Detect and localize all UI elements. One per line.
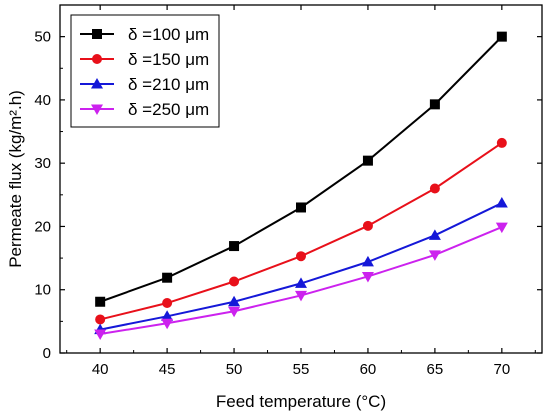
data-point: [496, 31, 507, 42]
data-point: [229, 276, 240, 287]
x-tick-label: 40: [92, 361, 109, 378]
data-point: [362, 220, 373, 231]
data-point: [229, 241, 240, 252]
data-point: [94, 329, 107, 341]
data-point: [429, 99, 440, 110]
data-point: [429, 183, 440, 194]
data-point: [161, 318, 174, 330]
legend: δ =100 μm δ =150 μm δ =210 μm δ =250 μm: [70, 14, 220, 128]
data-point: [162, 298, 173, 309]
y-tick-label: 10: [34, 282, 51, 299]
legend-entry: δ =250 μm: [80, 100, 209, 119]
y-tick-label: 50: [34, 29, 51, 46]
axis-ticks: 40 45 50 55 60 65 70 0 10 20 30 40 50: [34, 4, 542, 378]
x-tick-label: 60: [360, 361, 377, 378]
series-4: [94, 222, 508, 341]
x-tick-label: 55: [293, 361, 310, 378]
series-3: [94, 197, 508, 335]
y-tick-label: 20: [34, 218, 51, 235]
series-line: [99, 202, 503, 331]
data-point: [428, 229, 441, 240]
data-point: [296, 202, 306, 213]
legend-label: δ =100 μm: [128, 25, 209, 44]
legend-label: δ =250 μm: [128, 100, 209, 119]
legend-marker: [91, 104, 103, 115]
y-tick-label: 30: [34, 155, 51, 172]
legend-label: δ =210 μm: [128, 75, 209, 94]
y-axis-title: Permeate flux (kg/m².h): [6, 90, 25, 268]
series-layer: [94, 31, 508, 341]
series-2: [95, 137, 507, 325]
x-tick-label: 45: [159, 361, 176, 378]
legend-marker: [92, 54, 102, 64]
data-point: [428, 250, 441, 261]
x-tick-label: 70: [493, 361, 510, 378]
data-point: [296, 251, 306, 262]
data-point: [228, 306, 241, 318]
data-point: [361, 271, 374, 283]
y-tick-label: 0: [43, 345, 51, 362]
data-point: [362, 155, 373, 166]
data-point: [361, 255, 374, 267]
data-point: [295, 290, 307, 302]
data-point: [228, 295, 241, 307]
series-1: [95, 31, 507, 307]
legend-entry: δ =210 μm: [80, 75, 209, 94]
x-axis-title: Feed temperature (°C): [216, 392, 386, 411]
data-point: [95, 296, 106, 307]
legend-marker: [91, 78, 103, 89]
legend-label: δ =150 μm: [128, 50, 209, 69]
x-tick-label: 65: [427, 361, 444, 378]
legend-marker: [92, 29, 102, 39]
y-tick-label: 40: [34, 92, 51, 109]
data-point: [495, 222, 508, 234]
data-point: [495, 197, 508, 208]
x-tick-label: 50: [226, 361, 243, 378]
data-point: [161, 310, 174, 321]
legend-entry: δ =100 μm: [80, 25, 209, 44]
data-point: [295, 277, 307, 288]
data-point: [162, 272, 173, 283]
data-point: [496, 137, 507, 148]
data-point: [95, 314, 106, 325]
legend-entry: δ =150 μm: [80, 50, 209, 69]
